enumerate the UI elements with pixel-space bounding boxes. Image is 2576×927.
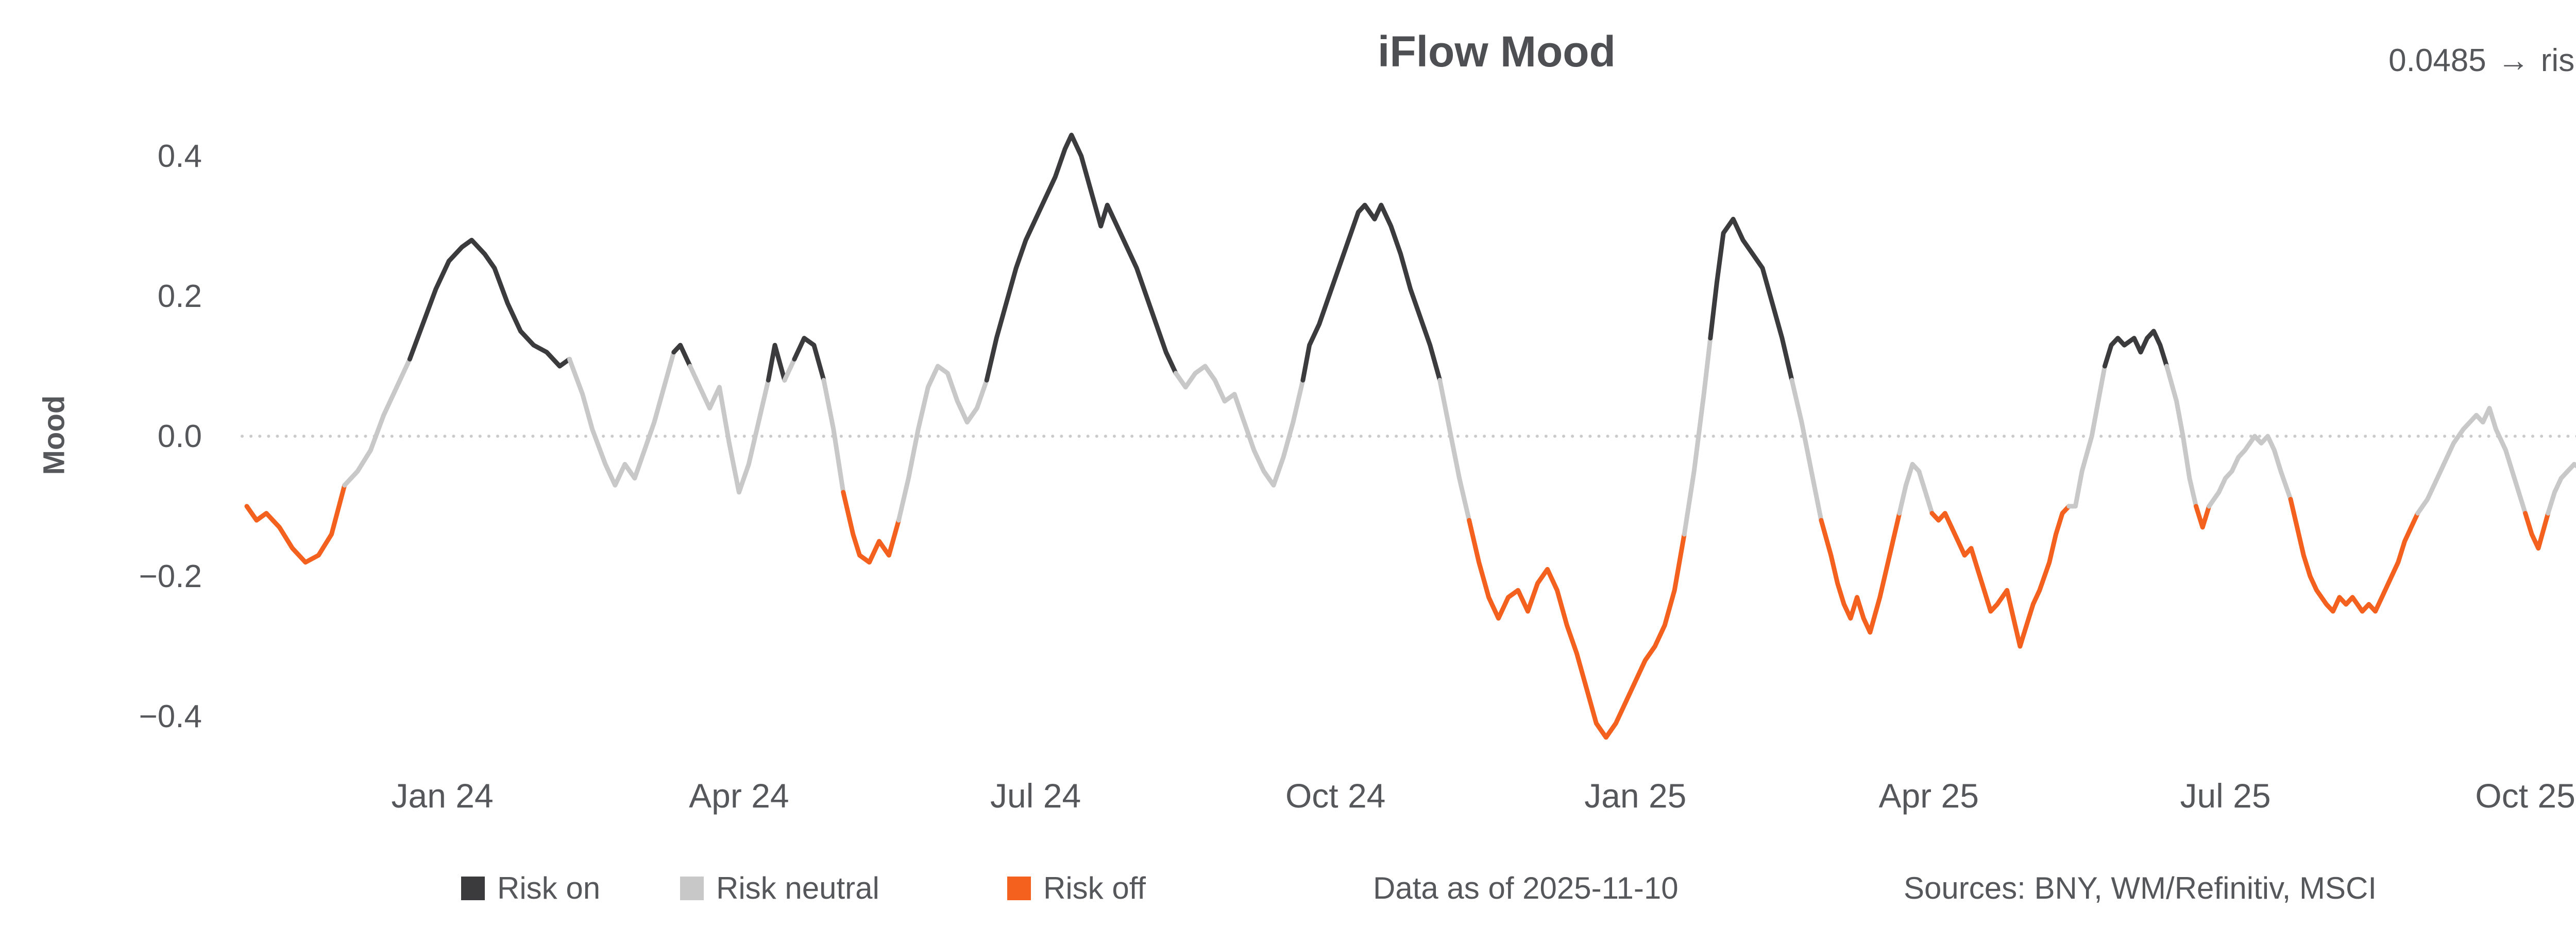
mood-line-segment [792, 336, 826, 383]
mood-line-segment [1708, 216, 1794, 383]
legend-item-risk-off: Risk off [1007, 871, 1146, 905]
y-tick-label: −0.2 [139, 559, 202, 594]
x-tick-label: Oct 25 [2475, 777, 2575, 815]
mood-line-segment [688, 364, 771, 495]
x-tick-label: Oct 24 [1285, 777, 1385, 815]
mood-line-segment [1437, 377, 1472, 523]
mood-line-segment [896, 364, 989, 523]
mood-line-segment [1897, 461, 1935, 516]
mood-line-segment [766, 342, 787, 383]
x-tick-label: Jan 25 [1584, 777, 1686, 815]
x-tick-label: Jul 24 [990, 777, 1081, 815]
risk-neutral-swatch-icon [680, 877, 704, 900]
data-as-of-note: Data as of 2025-11-10 [1373, 871, 1679, 905]
mood-line-segment [1173, 364, 1306, 488]
current-mood-value: 0.0485 [2388, 43, 2486, 78]
x-tick-label: Jan 24 [392, 777, 494, 815]
risk-on-swatch-icon [461, 877, 485, 900]
mood-line-segment [2164, 364, 2198, 509]
mood-line-segment [984, 132, 1178, 383]
mood-line-segment [1300, 202, 1443, 383]
mood-line-segment [2207, 434, 2293, 509]
mood-line-segment [2102, 329, 2170, 369]
mood-line-segment [2415, 406, 2528, 516]
arrow-right-icon: → [2497, 43, 2530, 78]
mood-line-segment [2288, 496, 2420, 614]
mood-line-segment [2194, 504, 2212, 530]
mood-line-segment [1682, 336, 1713, 537]
x-tick-label: Jul 25 [2180, 777, 2270, 815]
mood-line-segment [2546, 461, 2576, 516]
mood-line-segment [782, 356, 797, 383]
legend: Risk on Risk neutral Risk off Data as of… [0, 871, 2576, 918]
legend-item-risk-on: Risk on [461, 871, 600, 905]
mood-line-segment [1819, 511, 1902, 635]
mood-line-segment [2066, 364, 2107, 509]
x-tick-label: Apr 25 [1878, 777, 1978, 815]
sources-note: Sources: BNY, WM/Refinitiv, MSCI [1904, 871, 2377, 905]
y-axis-label: Mood [37, 395, 71, 475]
risk-off-swatch-icon [1007, 877, 1031, 900]
risk-neutral-label: Risk neutral [716, 871, 879, 905]
y-tick-label: 0.2 [158, 279, 202, 314]
mood-line-segment [407, 237, 572, 369]
current-mood-regime: risk neutral [2540, 43, 2576, 78]
mood-line-segment [1929, 504, 2072, 649]
x-tick-label: Apr 24 [689, 777, 789, 815]
mood-line-segment [567, 350, 676, 488]
y-tick-label: 0.0 [158, 419, 202, 454]
mood-line-segment [244, 483, 347, 565]
mood-line-segment [821, 377, 846, 495]
legend-item-risk-neutral: Risk neutral [680, 871, 879, 905]
mood-line-segment [342, 356, 412, 488]
mood-line-segment [2523, 511, 2551, 551]
mood-line-segment [671, 342, 692, 369]
mood-line-segment [1467, 518, 1687, 740]
y-tick-label: 0.4 [158, 139, 202, 174]
mood-line-segment [1789, 377, 1824, 523]
mood-line-segment [841, 490, 901, 565]
current-mood-annotation: 0.0485 → risk neutral [2388, 42, 2576, 79]
risk-on-label: Risk on [497, 871, 601, 905]
chart-title: iFlow Mood [1378, 27, 1616, 76]
risk-off-label: Risk off [1043, 871, 1146, 905]
y-tick-label: −0.4 [139, 699, 202, 734]
